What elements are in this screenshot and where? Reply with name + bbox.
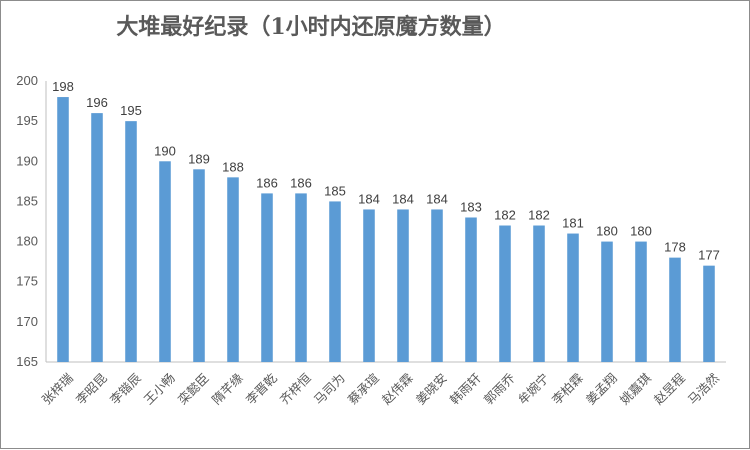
y-tick-label: 200 [16,73,38,88]
bars [57,97,715,363]
data-label: 180 [596,224,618,239]
category-labels: 张梓瑞李昭昆李锴辰王小畅栾懿臣隋芊缘李晋乾齐梓恒马司为蔡承瑄赵伟霖姜晓安韩雨轩郭… [39,370,722,407]
bar [227,177,239,362]
bar [193,169,205,362]
bar [703,265,715,362]
y-tick-label: 175 [16,274,38,289]
bar [329,201,341,362]
data-label: 185 [324,183,346,198]
bar [295,193,307,362]
data-label: 178 [664,240,686,255]
data-label: 186 [256,175,278,190]
bar [57,97,69,363]
y-tick-label: 185 [16,193,38,208]
category-label: 马浩然 [685,370,722,407]
data-label: 177 [698,248,720,263]
bar [601,241,613,362]
bar [363,209,375,362]
category-label: 马司为 [311,370,348,407]
bar [499,225,511,362]
data-label: 182 [528,208,550,223]
category-label: 齐梓恒 [277,370,314,407]
category-label: 蔡承瑄 [345,370,382,407]
y-tick-label: 195 [16,113,38,128]
category-label: 姜晓安 [413,370,450,407]
data-label: 181 [562,216,584,231]
bar [159,161,171,362]
category-label: 张梓瑞 [39,370,76,407]
data-label: 190 [154,143,176,158]
bar [397,209,409,362]
category-label: 栾懿臣 [175,370,212,407]
data-label: 183 [460,199,482,214]
bar [669,257,681,362]
data-label: 186 [290,175,312,190]
y-tick-labels: 165 170 175 180 185 190 195 200 [16,73,38,369]
bar [567,233,579,362]
data-label: 184 [392,191,414,206]
category-label: 李锴辰 [107,370,144,407]
y-tick-label: 190 [16,153,38,168]
category-label: 李柏霖 [549,370,586,407]
bar [125,121,137,363]
data-label: 182 [494,208,516,223]
category-label: 赵昱程 [651,370,688,407]
category-label: 韩雨轩 [447,370,484,407]
data-label: 196 [86,95,108,110]
category-label: 姜孟翔 [583,370,620,407]
data-labels: 198 196 195 190 189 188 186 186 185 184 184 184 183 1… [52,79,720,263]
bar [465,217,477,362]
category-label: 李晋乾 [243,370,280,407]
bar [261,193,273,362]
bar [533,225,545,362]
category-label: 赵伟霖 [379,370,416,407]
data-label: 184 [358,191,380,206]
data-label: 189 [188,151,210,166]
category-label: 郭雨乔 [481,370,518,407]
category-label: 隋芊缘 [209,370,246,407]
bar [91,113,103,362]
chart-title: 大堆最好纪录（1小时内还原魔方数量） [116,14,506,40]
data-label: 195 [120,103,142,118]
category-label: 李昭昆 [73,370,110,407]
y-tick-label: 180 [16,234,38,249]
bar [635,241,647,362]
y-tick-label: 165 [16,354,38,369]
data-label: 188 [222,159,244,174]
y-tick-label: 170 [16,314,38,329]
category-label: 王小畅 [141,370,178,407]
data-label: 184 [426,191,448,206]
data-label: 180 [630,224,652,239]
bar [431,209,443,362]
category-label: 牟婉宁 [515,370,552,407]
data-label: 198 [52,79,74,94]
category-label: 姚嘉琪 [617,370,654,407]
